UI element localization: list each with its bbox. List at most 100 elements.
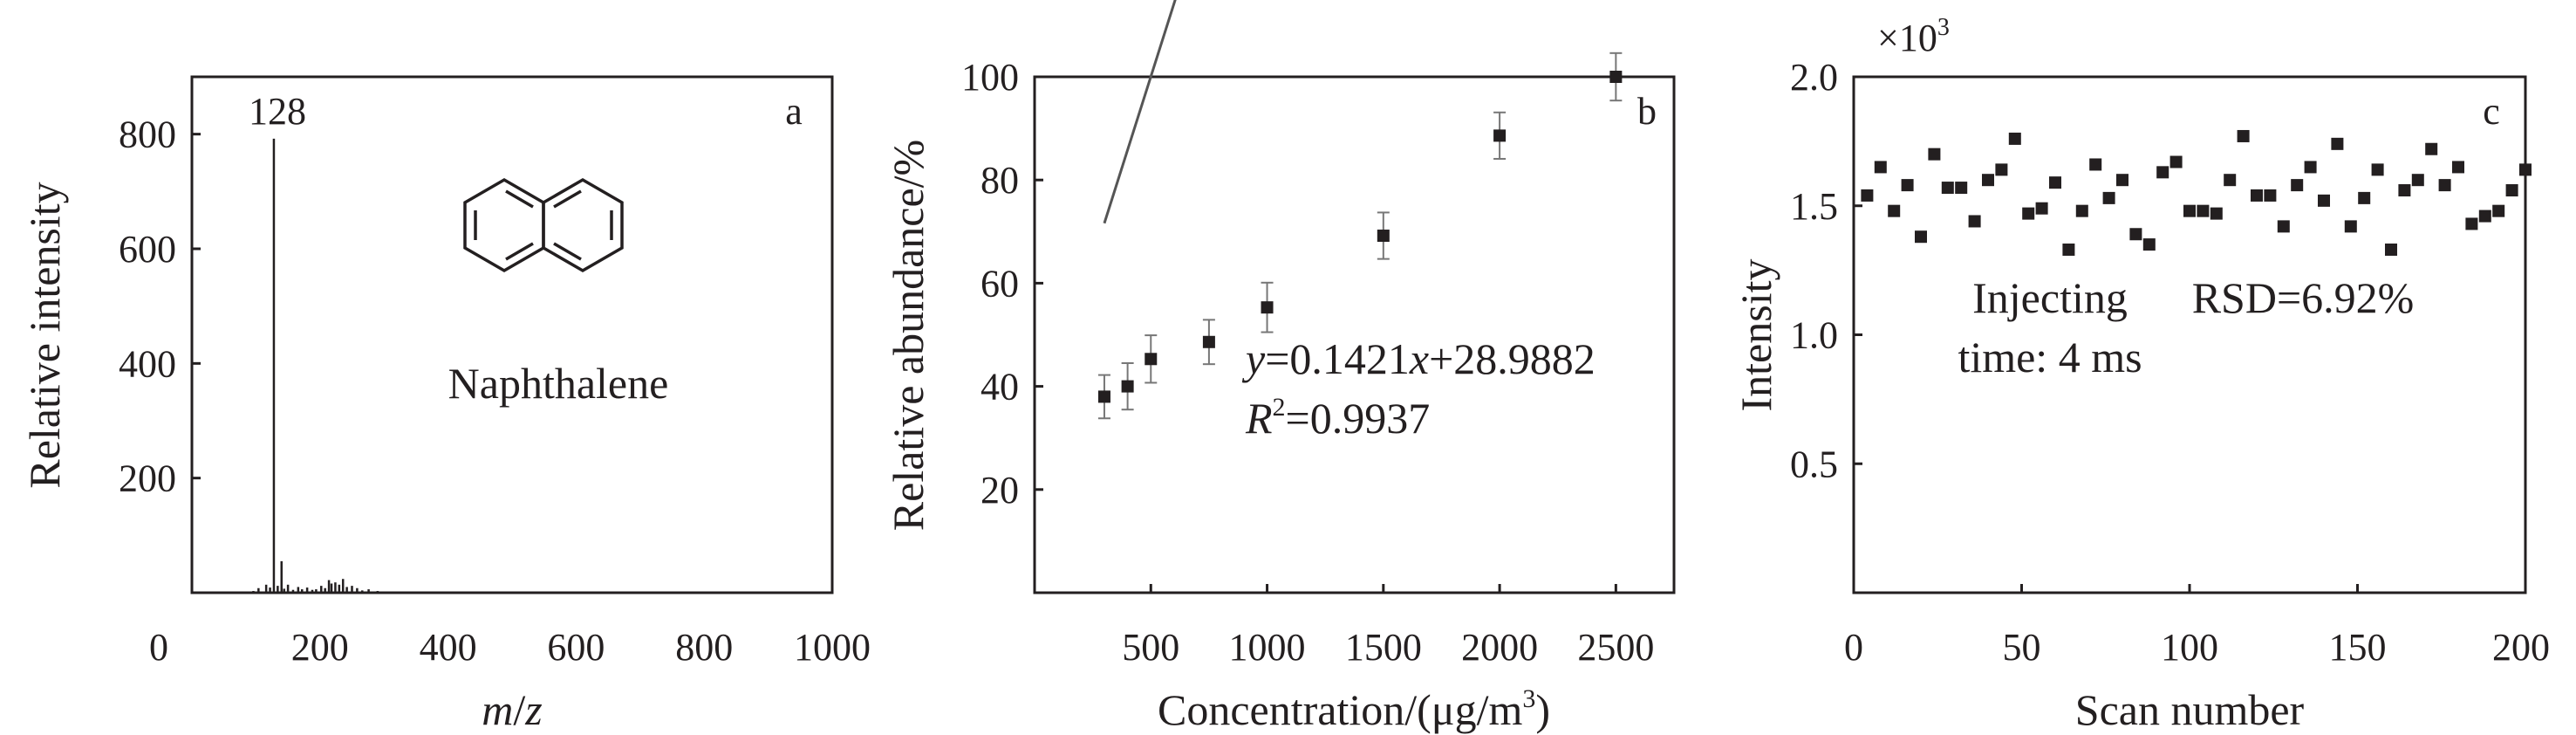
y-axis-label-c: Intensity xyxy=(1732,259,1780,412)
points-b xyxy=(1097,52,1623,420)
data-point xyxy=(2264,189,2277,202)
y-tick-label: 400 xyxy=(119,342,176,385)
data-point xyxy=(2344,220,2357,233)
y-tick-label: 600 xyxy=(119,228,176,271)
x-tick-label: 2000 xyxy=(1461,626,1538,669)
x-label-b-part2: 3 xyxy=(1522,684,1535,713)
data-point xyxy=(2022,207,2035,220)
x-tick-label: 0 xyxy=(1844,626,1863,669)
data-point xyxy=(2089,158,2102,171)
injection-note-line1: Injecting xyxy=(1972,273,2128,322)
multiplier-part2: 3 xyxy=(1937,14,1950,41)
data-point xyxy=(2210,207,2223,220)
peak-label: 128 xyxy=(249,90,306,133)
plot-frame-b xyxy=(1033,75,1676,594)
plot-frame-a xyxy=(190,75,834,594)
r-squared: R2=0.9937 xyxy=(1245,393,1430,443)
x-tick-label: 600 xyxy=(547,626,605,669)
panel-label-a: a xyxy=(785,90,803,133)
data-point xyxy=(2277,220,2290,233)
data-point xyxy=(2224,174,2237,187)
data-point xyxy=(1982,174,1994,187)
data-point xyxy=(1261,301,1274,314)
data-point xyxy=(1901,179,1914,192)
data-point xyxy=(1121,380,1134,393)
x-tick-label: 0 xyxy=(149,626,168,669)
x-label-a-part2: / xyxy=(513,685,525,734)
x-label-b-part3: ) xyxy=(1535,685,1550,734)
data-point xyxy=(2465,217,2478,230)
y-tick-label: 80 xyxy=(981,159,1019,202)
equation-part3: x xyxy=(1409,334,1429,383)
x-axis-label-c: Scan number xyxy=(2075,685,2305,734)
x-tick-label: 400 xyxy=(420,626,477,669)
equation-part2: =0.1421 xyxy=(1265,334,1410,383)
equation-part1: y xyxy=(1241,334,1266,383)
x-tick-label: 200 xyxy=(291,626,349,669)
panel-label-b: b xyxy=(1637,90,1657,133)
y-tick-label: 0.5 xyxy=(1790,443,1838,485)
x-tick-label: 1500 xyxy=(1345,626,1422,669)
plot-frame-c xyxy=(1852,75,2527,594)
x-tick-label: 50 xyxy=(2003,626,2041,669)
data-point xyxy=(2385,243,2397,256)
data-point xyxy=(2197,204,2210,217)
data-point xyxy=(2183,204,2196,217)
data-point xyxy=(1377,230,1390,243)
data-point xyxy=(2169,155,2183,168)
ticks-c: 0 50 100 150 200 0.5 1.0 1.5 2.0 xyxy=(1790,56,2550,669)
data-point xyxy=(2062,243,2075,256)
data-point xyxy=(1995,163,2008,176)
multiplier-part1: ×10 xyxy=(1877,17,1937,59)
data-point xyxy=(2304,161,2317,174)
data-point xyxy=(2291,179,2304,192)
x-tick-label: 800 xyxy=(675,626,733,669)
data-point xyxy=(1968,215,1981,228)
data-point xyxy=(2478,210,2491,223)
fit-equation: y=0.1421x+28.9882 xyxy=(1241,334,1595,383)
r2-part1: R xyxy=(1245,394,1273,443)
y-tick-label: 60 xyxy=(981,262,1019,305)
x-tick-label: 100 xyxy=(2161,626,2218,669)
naphthalene-structure-icon xyxy=(463,177,624,273)
y-axis-label-a: Relative intensity xyxy=(20,182,69,488)
data-point xyxy=(1202,335,1215,348)
data-point xyxy=(1955,182,1968,195)
x-axis-label-b: Concentration/(μg/m3) xyxy=(1158,684,1550,734)
data-point xyxy=(2425,142,2438,155)
data-point xyxy=(1493,129,1507,142)
y-tick-label: 1.5 xyxy=(1790,185,1838,228)
data-point xyxy=(2142,238,2156,251)
data-point xyxy=(1928,148,1941,161)
equation-part4: +28.9882 xyxy=(1429,334,1595,383)
data-point xyxy=(2452,161,2464,174)
x-label-a-part1: m xyxy=(482,685,513,734)
rsd-label: RSD=6.92% xyxy=(2192,273,2415,322)
data-point xyxy=(2505,184,2518,197)
data-point xyxy=(2318,194,2330,207)
y-tick-label: 100 xyxy=(961,56,1019,99)
data-point xyxy=(2156,166,2169,179)
x-label-a-part3: z xyxy=(524,685,542,734)
y-axis-label-b: Relative abundance/% xyxy=(884,140,933,531)
data-point xyxy=(1874,161,1887,174)
data-point xyxy=(1941,182,1954,195)
ticks-a: 0 200 400 600 800 1000 200 400 600 800 xyxy=(119,113,871,669)
data-point xyxy=(2129,228,2142,241)
data-point xyxy=(2358,191,2371,204)
panel-c: 0 50 100 150 200 0.5 1.0 1.5 2.0 c ×103 Injectin… xyxy=(1732,14,2550,734)
data-point xyxy=(2035,202,2048,215)
ticks-b: 500 1000 1500 2000 2500 20 40 60 80 100 xyxy=(961,56,1654,669)
data-point xyxy=(2411,174,2424,187)
data-point xyxy=(2519,163,2532,176)
data-point xyxy=(2331,137,2344,150)
y-tick-label: 800 xyxy=(119,113,176,156)
y-tick-label: 2.0 xyxy=(1790,56,1838,99)
r2-part3: =0.9937 xyxy=(1286,394,1431,443)
panel-a: 0 200 400 600 800 1000 200 400 600 800 a 128 Naph… xyxy=(20,75,871,734)
data-point xyxy=(1145,353,1158,366)
y-multiplier: ×103 xyxy=(1877,14,1950,59)
data-point xyxy=(2371,163,2384,176)
x-tick-label: 2500 xyxy=(1577,626,1654,669)
